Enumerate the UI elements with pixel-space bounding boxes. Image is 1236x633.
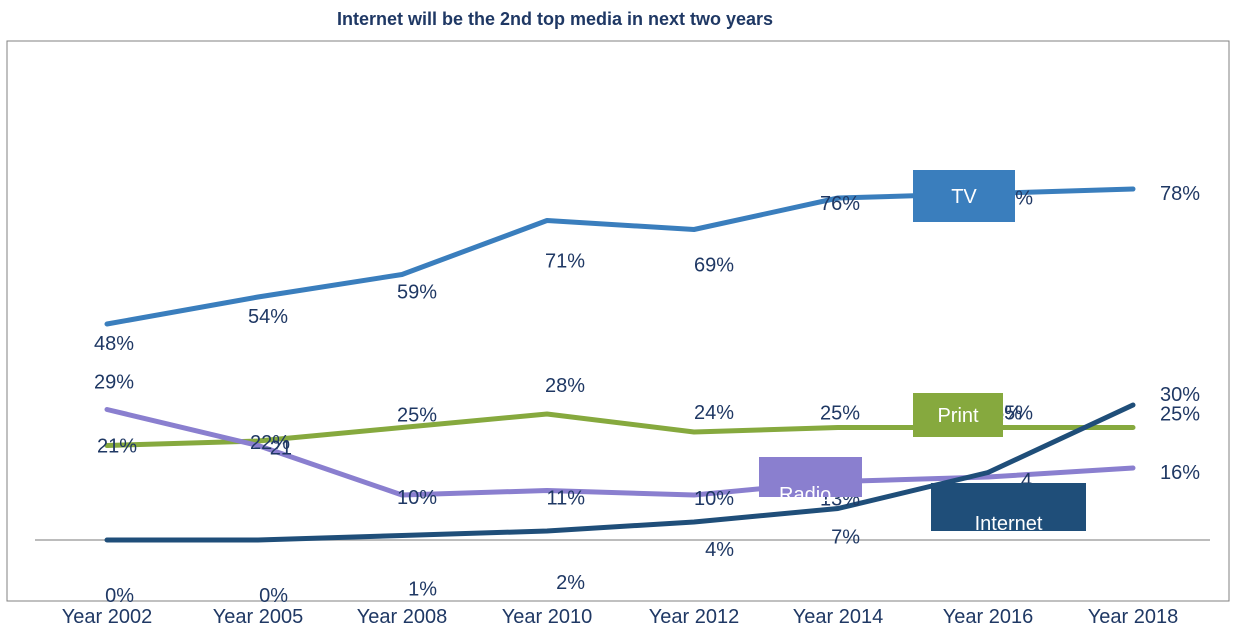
data-label-radio-year-2012: 10% xyxy=(694,488,734,510)
data-label-print-year-2010: 28% xyxy=(545,375,585,397)
data-label-print-year-2018: 25% xyxy=(1160,404,1200,426)
data-label-print-year-2014: 25% xyxy=(820,403,860,425)
data-label-radio-year-2016: 4 xyxy=(1021,470,1032,492)
data-label-tv-year-2008: 59% xyxy=(397,282,437,304)
data-label-internet-year-2014: 7% xyxy=(831,527,860,549)
data-label-print-year-2002: 21% xyxy=(97,436,137,458)
x-tick-label-year-2018: Year 2018 xyxy=(1088,606,1178,628)
data-label-radio-year-2008: 10% xyxy=(397,487,437,509)
data-label-print-year-2012: 24% xyxy=(694,402,734,424)
x-tick-label-year-2005: Year 2005 xyxy=(213,606,303,628)
data-label-tv-year-2005: 54% xyxy=(248,306,288,328)
data-label-tv-year-2002: 48% xyxy=(94,333,134,355)
x-tick-label-year-2010: Year 2010 xyxy=(502,606,592,628)
data-label-tv-year-2018: 78% xyxy=(1160,183,1200,205)
data-label-radio-year-2010: 11% xyxy=(546,488,585,510)
data-label-tv-year-2010: 71% xyxy=(545,251,585,273)
series-line-internet xyxy=(104,402,1136,543)
data-label-internet-year-2002: 0% xyxy=(105,585,134,607)
legend-tag-label-internet: Internet xyxy=(975,513,1043,535)
legend-tag-label-radio: Radio xyxy=(779,484,831,506)
x-tick-label-year-2014: Year 2014 xyxy=(793,606,883,628)
data-label-print-year-2005: 22% xyxy=(250,432,290,454)
data-label-tv-year-2012: 69% xyxy=(694,255,734,277)
data-label-tv-year-2014: 76% xyxy=(820,193,860,215)
data-label-internet-year-2005: 0% xyxy=(259,585,288,607)
data-label-radio-year-2005: 21 xyxy=(270,438,292,460)
data-label-internet-year-2012: 4% xyxy=(705,539,734,561)
data-label-radio-year-2018: 16% xyxy=(1160,462,1200,484)
x-tick-label-year-2002: Year 2002 xyxy=(62,606,152,628)
data-label-internet-year-2018: 30% xyxy=(1160,384,1200,406)
x-tick-label-year-2016: Year 2016 xyxy=(943,606,1033,628)
data-label-internet-year-2010: 2% xyxy=(556,572,585,594)
legend-tag-internet xyxy=(931,483,1086,531)
legend-tag-radio xyxy=(759,457,862,497)
legend-tag-print xyxy=(913,393,1003,437)
chart-title: Internet will be the 2nd top media in ne… xyxy=(336,9,774,29)
x-tick-label-year-2008: Year 2008 xyxy=(357,606,447,628)
data-label-print-year-2008: 25% xyxy=(397,405,437,427)
data-label-radio-year-2002: 29% xyxy=(94,372,134,394)
legend-tag-label-print: Print xyxy=(937,405,979,427)
data-label-print-year-2016: 25% xyxy=(993,403,1033,425)
plot-frame xyxy=(6,40,1230,602)
legend-tag-label-tv: TV xyxy=(951,186,977,208)
legend-tag-tv xyxy=(913,170,1015,222)
x-tick-label-year-2012: Year 2012 xyxy=(649,606,739,628)
data-label-internet-year-2008: 1% xyxy=(408,579,437,601)
